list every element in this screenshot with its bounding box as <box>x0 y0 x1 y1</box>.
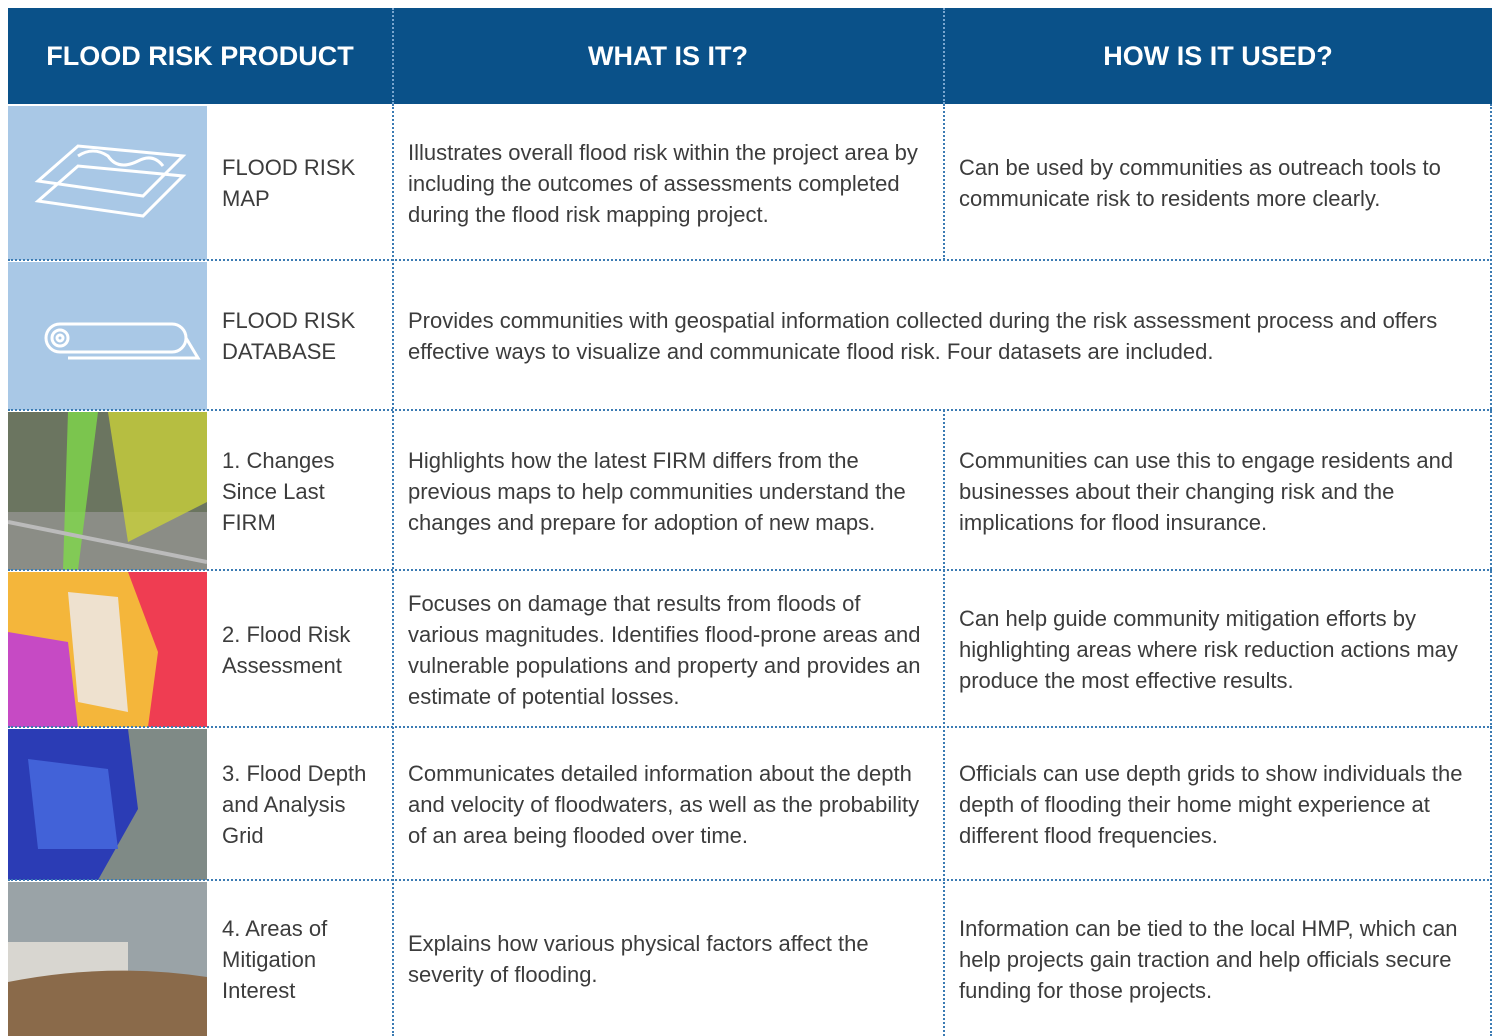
column-header: FLOOD RISK PRODUCT <box>8 8 392 104</box>
product-name: 3. Flood Depth and Analysis Grid <box>222 761 367 848</box>
row-divider <box>8 879 1492 881</box>
what-text: Focuses on damage that results from floo… <box>408 590 921 709</box>
row-divider <box>8 569 1492 571</box>
product-name: 2. Flood Risk Assessment <box>222 621 351 678</box>
changes-map-image <box>8 412 207 570</box>
description-text: Provides communities with geospatial inf… <box>408 308 1438 364</box>
what-text: Highlights how the latest FIRM differs f… <box>408 447 906 535</box>
depth-grid-image <box>8 729 207 880</box>
database-icon <box>8 262 207 410</box>
product-name: FLOOD RISK DATABASE <box>222 308 356 364</box>
column-divider <box>943 410 945 1036</box>
row-divider <box>8 259 1492 261</box>
row-divider <box>8 726 1492 728</box>
what-text: Illustrates overall flood risk within th… <box>408 139 918 227</box>
how-text: Communities can use this to engage resid… <box>959 447 1454 535</box>
what-text: Explains how various physical factors af… <box>408 931 869 987</box>
mitigation-photo <box>8 882 207 1036</box>
map-icon <box>8 106 207 260</box>
product-name: 1. Changes Since Last FIRM <box>222 447 335 535</box>
how-text: Can help guide community mitigation effo… <box>959 606 1458 693</box>
product-name: 4. Areas of Mitigation Interest <box>222 915 328 1003</box>
table-border <box>1490 104 1492 1036</box>
how-text: Officials can use depth grids to show in… <box>959 761 1463 848</box>
how-text: Information can be tied to the local HMP… <box>959 915 1458 1003</box>
what-text: Communicates detailed information about … <box>408 761 920 848</box>
column-header: HOW IS IT USED? <box>944 8 1492 104</box>
product-name: FLOOD RISK MAP <box>222 155 356 211</box>
risk-assessment-image <box>8 572 207 727</box>
column-divider <box>392 104 394 1036</box>
row-divider <box>8 409 1492 411</box>
how-text: Can be used by communities as outreach t… <box>959 155 1441 211</box>
column-divider <box>943 104 945 260</box>
header-divider <box>392 8 394 104</box>
column-header: WHAT IS IT? <box>392 8 944 104</box>
header-divider <box>943 8 945 104</box>
